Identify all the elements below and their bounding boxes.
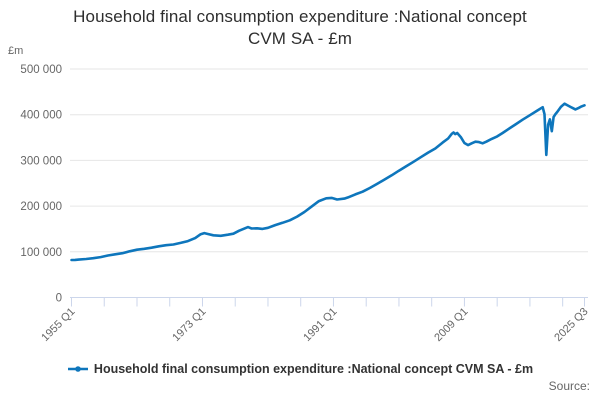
y-axis-tick-label: 200 000 xyxy=(20,201,62,213)
x-axis-tick-label: 1955 Q1 xyxy=(39,306,77,344)
legend-label: Household final consumption expenditure … xyxy=(93,362,534,376)
y-axis-tick-label: 400 000 xyxy=(20,110,62,122)
legend-item[interactable]: Household final consumption expenditure … xyxy=(0,359,600,379)
y-axis-tick-label: 500 000 xyxy=(20,64,62,76)
chart-title-line1: Household final consumption expenditure … xyxy=(73,7,527,26)
x-axis-tick-label: 1991 Q1 xyxy=(301,306,339,344)
y-axis-tick-label: 0 xyxy=(56,293,62,305)
source-label: Source: xyxy=(548,379,590,393)
chart-title: Household final consumption expenditure … xyxy=(0,6,600,50)
x-axis-tick-label: 2009 Q1 xyxy=(432,306,470,344)
x-axis-tick-label: 2025 Q3 xyxy=(552,306,590,344)
legend-line-marker xyxy=(67,366,88,372)
chart-title-line2: CVM SA - £m xyxy=(247,29,353,48)
x-axis-tick-label: 1973 Q1 xyxy=(170,306,208,344)
y-axis-tick-label: 300 000 xyxy=(20,155,62,167)
series-line[interactable] xyxy=(70,102,586,262)
y-axis-unit-label: £m xyxy=(8,45,24,57)
y-axis-tick-label: 100 000 xyxy=(20,247,62,259)
